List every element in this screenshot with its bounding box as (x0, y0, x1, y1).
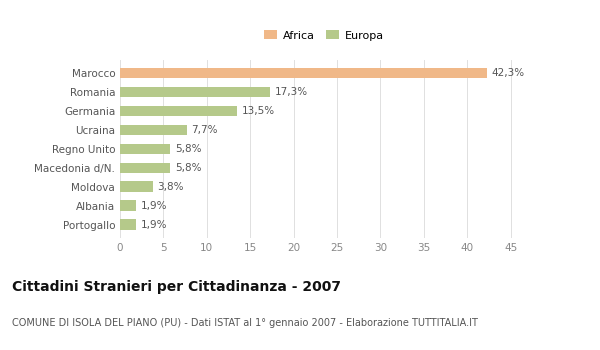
Bar (120, 86, 270, 97)
Text: 42,3%: 42,3% (491, 68, 524, 78)
Text: 5,8%: 5,8% (175, 144, 201, 154)
Text: COMUNE DI ISOLA DEL PIANO (PU) - Dati ISTAT al 1° gennaio 2007 - Elaborazione TU: COMUNE DI ISOLA DEL PIANO (PU) - Dati IS… (12, 318, 478, 329)
Text: 5,8%: 5,8% (175, 163, 201, 173)
Text: 3,8%: 3,8% (157, 182, 184, 192)
Text: 13,5%: 13,5% (242, 106, 275, 116)
Bar (120, 162, 170, 173)
Text: 17,3%: 17,3% (275, 87, 308, 97)
Text: 1,9%: 1,9% (141, 220, 167, 230)
Bar (120, 144, 170, 154)
Bar (120, 201, 136, 211)
Text: 7,7%: 7,7% (191, 125, 218, 135)
Bar (120, 68, 487, 78)
Text: 1,9%: 1,9% (141, 201, 167, 211)
Bar (120, 106, 237, 116)
Bar (120, 182, 153, 192)
Legend: Africa, Europa: Africa, Europa (260, 26, 388, 45)
Bar (120, 219, 136, 230)
Bar (120, 125, 187, 135)
Text: Cittadini Stranieri per Cittadinanza - 2007: Cittadini Stranieri per Cittadinanza - 2… (12, 280, 341, 294)
